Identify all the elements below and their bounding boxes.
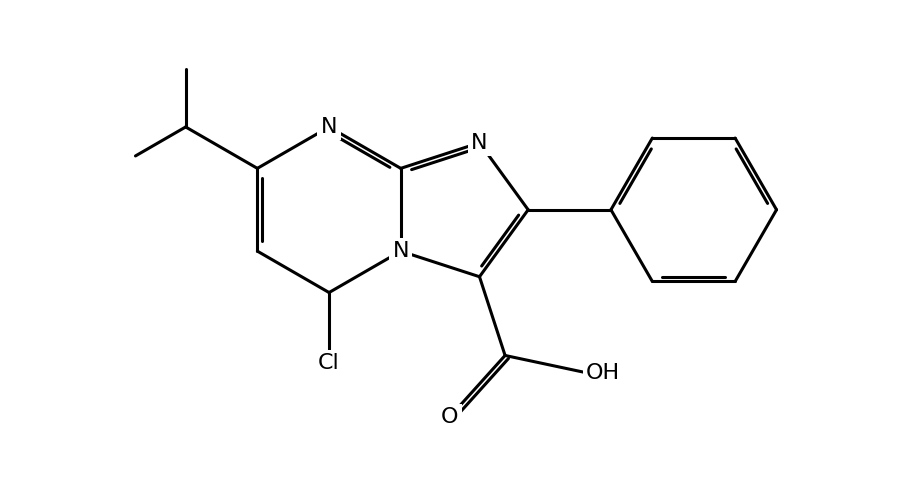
Text: N: N	[392, 241, 408, 261]
Text: O: O	[440, 407, 458, 427]
Text: Cl: Cl	[318, 353, 340, 373]
Text: N: N	[321, 117, 337, 137]
Text: OH: OH	[586, 363, 619, 382]
Text: N: N	[471, 133, 487, 153]
